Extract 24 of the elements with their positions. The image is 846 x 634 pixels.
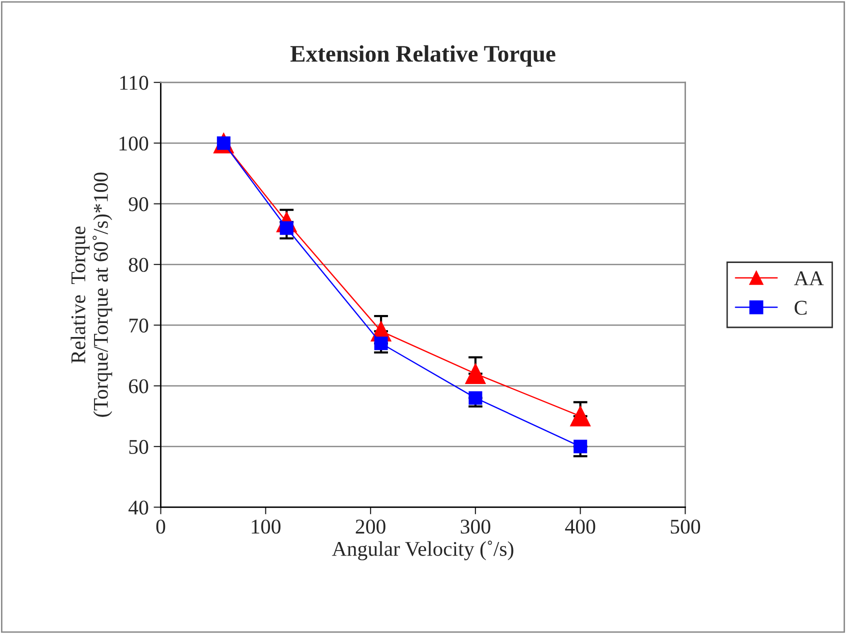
y-tick-label: 50 — [129, 440, 148, 454]
y-tick-label: 40 — [128, 500, 148, 515]
point — [570, 406, 591, 426]
x-axis-title: Angular Velocity (˚/s) — [332, 540, 514, 560]
y-tick-label: 60 — [128, 379, 148, 394]
x-tick-label: 300 — [460, 520, 490, 534]
point — [468, 391, 482, 405]
point — [574, 440, 588, 454]
legend-label: AA — [794, 271, 824, 286]
x-tick-label: 500 — [670, 520, 700, 534]
chart-title: Extension Relative Torque — [290, 45, 556, 67]
point — [465, 363, 486, 384]
point — [374, 336, 388, 350]
y-tick-label: 70 — [129, 318, 148, 333]
legend-label: C — [794, 300, 807, 315]
x-tick-label: 100 — [252, 520, 280, 534]
x-tick-label: 400 — [565, 520, 596, 534]
y-tick-label: 110 — [120, 76, 148, 90]
y-axis-title: Relative Torque (Torque/Torque at 60˚/s)*100 — [70, 172, 112, 417]
x-tick-label: 200 — [356, 520, 386, 534]
y-tick-label: 100 — [120, 136, 148, 151]
x-tick-label: 0 — [156, 520, 166, 534]
y-tick-label: 90 — [128, 197, 148, 212]
y-tick-label: 80 — [128, 258, 148, 272]
